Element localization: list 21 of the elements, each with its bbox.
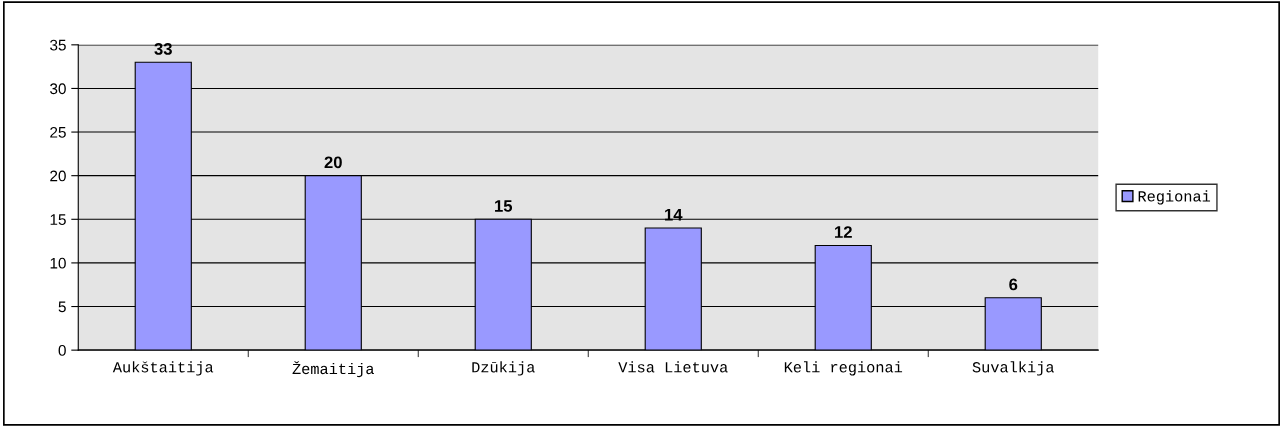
y-tick-label: 25	[50, 126, 66, 138]
data-label: 6	[1009, 278, 1018, 291]
data-label: 14	[665, 208, 683, 221]
x-tick-label: Žemaitija	[292, 361, 374, 378]
data-label: 33	[154, 43, 172, 55]
y-tick-label: 20	[50, 170, 66, 182]
y-tick-label: 5	[58, 301, 66, 313]
y-tick-label: 10	[50, 257, 66, 269]
x-tick-label: Suvalkija	[972, 361, 1054, 376]
x-tick-label: Visa Lietuva	[618, 361, 728, 373]
x-tick-label: Aukštaitija	[112, 361, 214, 376]
y-tick-label: 30	[50, 83, 66, 95]
legend-label: Regionai	[1138, 190, 1211, 205]
data-label: 15	[495, 200, 513, 212]
y-tick-label: 15	[50, 214, 66, 225]
y-tick-label: 35	[50, 39, 66, 51]
x-tick-label: Dzūkija	[472, 361, 535, 376]
x-tick-label: Keli regionai	[784, 361, 903, 376]
y-tick-label: 0	[58, 345, 66, 356]
data-label: 12	[835, 226, 852, 238]
data-label: 20	[324, 156, 342, 169]
